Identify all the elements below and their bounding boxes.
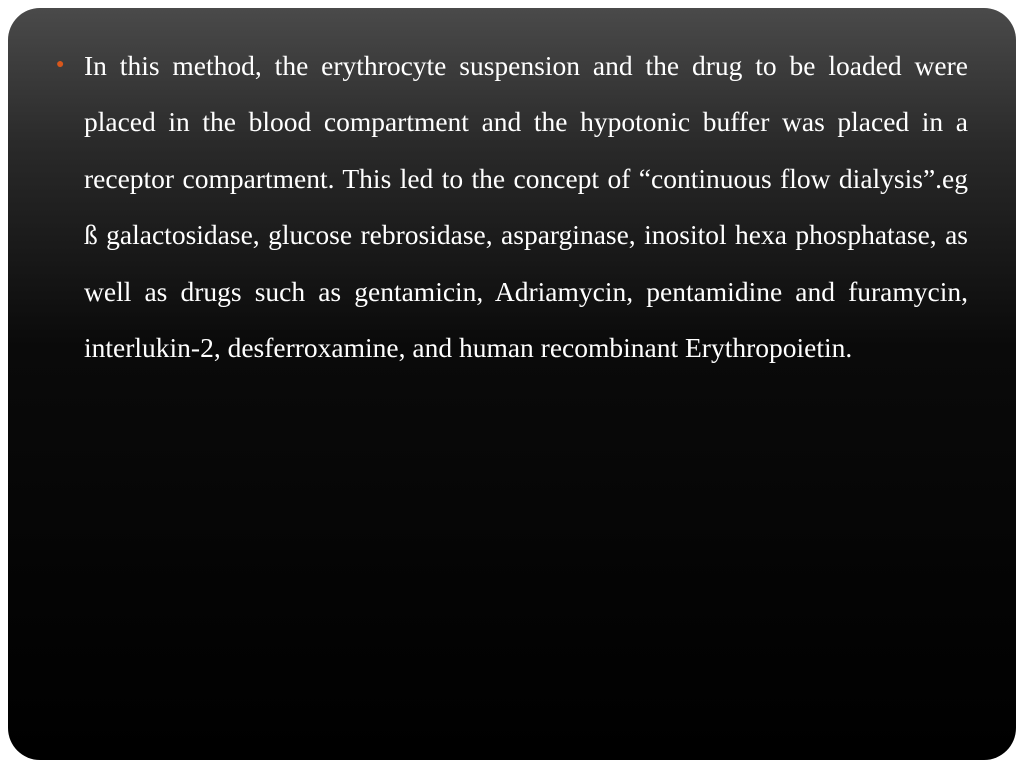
slide-container: In this method, the erythrocyte suspensi… <box>8 8 1016 760</box>
bullet-list: In this method, the erythrocyte suspensi… <box>56 38 968 376</box>
bullet-item: In this method, the erythrocyte suspensi… <box>56 38 968 376</box>
bullet-text: In this method, the erythrocyte suspensi… <box>84 50 968 363</box>
